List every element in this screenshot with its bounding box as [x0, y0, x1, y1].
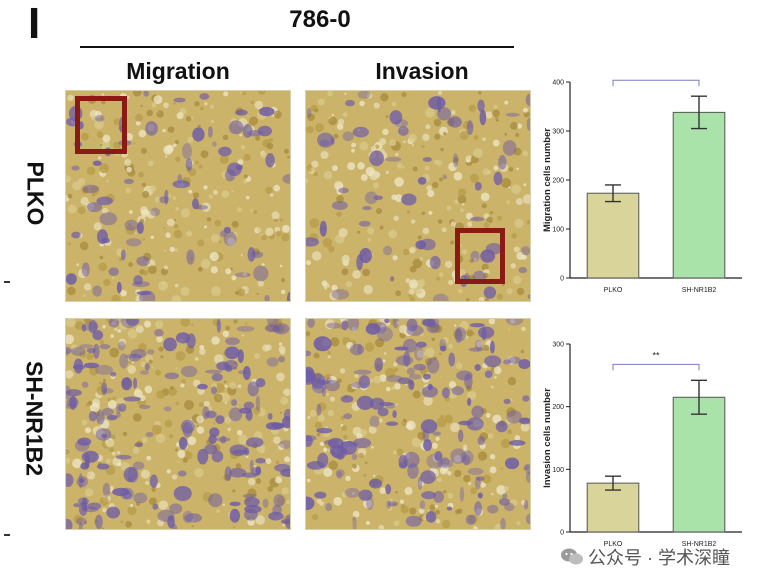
x-tick-label: SH-NR1B2 — [682, 287, 717, 294]
error-bar — [691, 95, 707, 130]
stain-texture — [66, 91, 290, 301]
y-tick-label: 300 — [552, 129, 564, 136]
bar-plko — [586, 192, 640, 279]
header-divider — [80, 46, 514, 48]
significance-bracket — [612, 79, 700, 87]
invasion-bar-chart: 0 100 200 300 Invasion cells number PLKO SH-NR… — [542, 342, 742, 548]
row-label-sh-nr1b2: SH-NR1B2 — [21, 360, 48, 477]
error-bar — [691, 379, 707, 415]
bar-sh-nr1b2 — [672, 396, 726, 533]
x-tick-label: PLKO — [604, 287, 623, 294]
micrograph-sh-nr1b2-invasion — [305, 318, 531, 530]
stain-texture — [66, 319, 290, 529]
y-tick-label: 100 — [552, 227, 564, 234]
significance-label: ** — [652, 350, 660, 360]
bar-sh-nr1b2 — [672, 111, 726, 279]
x-tick-label: SH-NR1B2 — [682, 541, 717, 548]
y-tick-label: 0 — [560, 276, 564, 283]
y-axis-label: Migration cells number — [542, 128, 553, 232]
column-title-migration: Migration — [126, 58, 230, 84]
micrograph-sh-nr1b2-migration — [65, 318, 291, 530]
column-title-invasion: Invasion — [375, 58, 469, 84]
micrograph-plko-invasion — [305, 90, 531, 302]
cell-line-title: 786-0 — [289, 6, 351, 33]
roi-box-migration — [75, 96, 127, 154]
y-tick-label: 300 — [552, 342, 564, 349]
stain-texture — [306, 319, 530, 529]
significance-bracket — [612, 363, 700, 371]
significance-label: ** — [652, 72, 660, 76]
wechat-icon — [561, 548, 583, 565]
y-tick-label: 200 — [552, 404, 564, 411]
migration-bar-chart: 0 100 200 300 400 Migration cells number PLKO S… — [542, 72, 742, 294]
x-tick-label: PLKO — [604, 541, 623, 548]
margin-mark — [4, 534, 10, 536]
micrograph-plko-migration — [65, 90, 291, 302]
y-axis-label: Invasion cells number — [542, 388, 553, 488]
watermark-text: 公众号 · 学术深瞳 — [588, 548, 730, 568]
y-tick-label: 200 — [552, 178, 564, 185]
y-tick-label: 0 — [560, 530, 564, 537]
y-tick-label: 100 — [552, 467, 564, 474]
bar-plko — [586, 482, 640, 533]
watermark: 公众号 · 学术深瞳 — [560, 544, 730, 570]
row-label-plko: PLKO — [22, 161, 49, 226]
y-tick-label: 400 — [552, 80, 564, 87]
stain-texture — [306, 91, 530, 301]
margin-mark — [4, 281, 10, 283]
roi-box-invasion — [455, 228, 505, 284]
panel-letter: I — [28, 0, 41, 48]
error-bar — [605, 475, 621, 491]
error-bar — [605, 184, 621, 203]
